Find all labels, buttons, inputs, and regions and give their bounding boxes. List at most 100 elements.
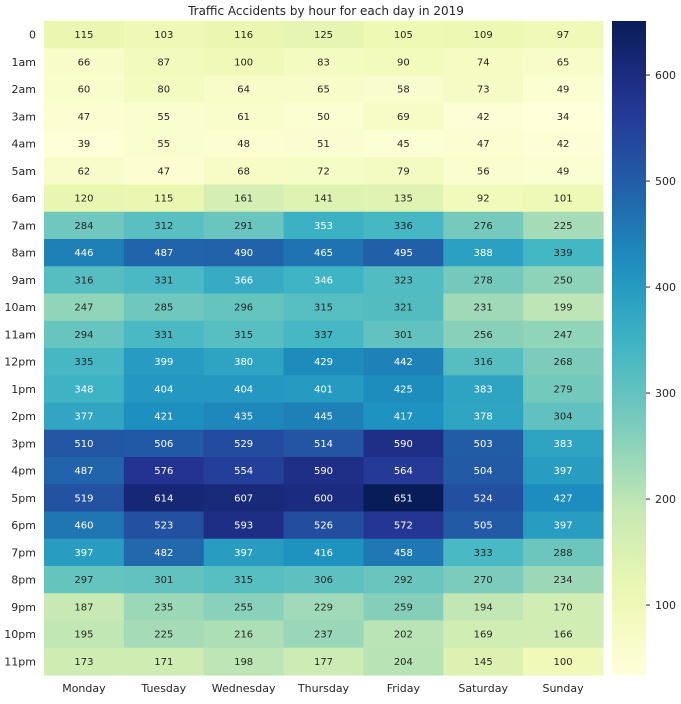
heatmap-cell: [44, 429, 125, 458]
heatmap-cell: [44, 538, 125, 567]
heatmap-cell: [363, 429, 444, 458]
cell-value-label: 301: [394, 330, 413, 341]
cell-value-label: 177: [314, 657, 333, 668]
cell-value-label: 333: [474, 548, 493, 559]
heatmap-cell: [283, 647, 365, 676]
cell-value-label: 171: [154, 657, 173, 668]
cell-value-label: 90: [397, 57, 410, 68]
cell-value-label: 216: [234, 630, 253, 641]
heatmap-cell: [523, 239, 604, 267]
cell-value-label: 348: [74, 384, 93, 395]
heatmap-cell: [283, 48, 365, 77]
column-label: Saturday: [458, 682, 508, 695]
cell-value-label: 270: [474, 575, 493, 586]
cell-value-label: 97: [557, 30, 570, 41]
heatmap-cell: [363, 239, 444, 267]
cell-value-label: 62: [78, 166, 91, 177]
cell-value-label: 56: [477, 166, 490, 177]
cell-value-label: 490: [234, 248, 253, 259]
heatmap-cell: [443, 184, 524, 213]
cell-value-label: 47: [477, 139, 490, 150]
row-label: 11am: [5, 328, 36, 341]
cell-value-label: 383: [474, 384, 493, 395]
row-label: 2am: [12, 83, 36, 96]
cell-value-label: 120: [74, 194, 93, 205]
heatmap-cell: [123, 538, 205, 567]
cell-value-label: 600: [314, 493, 333, 504]
cell-value-label: 331: [154, 275, 173, 286]
heatmap-cell: [363, 75, 444, 104]
cell-value-label: 64: [237, 85, 250, 96]
cell-value-label: 278: [474, 275, 493, 286]
heatmap-cell: [283, 21, 365, 49]
cell-value-label: 435: [234, 412, 253, 423]
cell-value-label: 487: [74, 466, 93, 477]
cell-value-label: 614: [154, 493, 173, 504]
heatmap-cells: 115 103 116 125 105 109 97 66 87 100 83 90 74 65 60 80 6…: [44, 21, 604, 676]
cell-value-label: 397: [74, 548, 93, 559]
heatmap-cell: [123, 620, 205, 649]
cell-value-label: 503: [474, 439, 493, 450]
heatmap-cell: [123, 348, 205, 376]
heatmap-cell: [523, 211, 604, 240]
cell-value-label: 100: [554, 657, 573, 668]
cell-value-label: 316: [74, 275, 93, 286]
cell-value-label: 65: [557, 57, 570, 68]
row-label: 9pm: [11, 601, 36, 614]
row-label: 6am: [12, 192, 36, 205]
cell-value-label: 337: [314, 330, 333, 341]
heatmap-cell: [443, 429, 524, 458]
cell-value-label: 306: [314, 575, 333, 586]
cell-value-label: 39: [78, 139, 91, 150]
heatmap-cell: [523, 620, 604, 649]
heatmap-cell: [523, 647, 604, 676]
colorbar-tick-label: 500: [655, 175, 676, 188]
heatmap-cell: [123, 375, 205, 404]
heatmap-cell: [44, 620, 125, 649]
colorbar-gradient: [612, 21, 646, 675]
cell-value-label: 173: [74, 657, 93, 668]
cell-value-label: 51: [317, 139, 330, 150]
cell-value-label: 109: [474, 30, 493, 41]
cell-value-label: 74: [477, 57, 490, 68]
heatmap-cell: [443, 266, 524, 295]
heatmap-cell: [123, 429, 205, 458]
cell-value-label: 321: [394, 303, 413, 314]
heatmap-cell: [443, 320, 524, 349]
cell-value-label: 465: [314, 248, 333, 259]
heatmap-cell: [523, 320, 604, 349]
cell-value-label: 404: [154, 384, 173, 395]
heatmap-cell: [523, 266, 604, 295]
heatmap-cell: [44, 402, 125, 431]
cell-value-label: 482: [154, 548, 173, 559]
cell-value-label: 397: [234, 548, 253, 559]
cell-value-label: 339: [554, 248, 573, 259]
cell-value-label: 285: [154, 303, 173, 314]
cell-value-label: 336: [394, 221, 413, 232]
cell-value-label: 79: [397, 166, 410, 177]
heatmap-cell: [203, 538, 285, 567]
heatmap-cell: [44, 647, 125, 676]
cell-value-label: 141: [314, 194, 333, 205]
row-label: 6pm: [11, 519, 36, 532]
cell-value-label: 170: [554, 602, 573, 613]
cell-value-label: 187: [74, 602, 93, 613]
cell-value-label: 247: [554, 330, 573, 341]
heatmap-cell: [523, 21, 604, 49]
row-label: 8pm: [11, 574, 36, 587]
heatmap-cell: [443, 538, 524, 567]
cell-value-label: 161: [234, 194, 253, 205]
row-label: 8am: [12, 247, 36, 260]
cell-value-label: 115: [154, 194, 173, 205]
heatmap-cell: [443, 239, 524, 267]
cell-value-label: 593: [234, 521, 253, 532]
cell-value-label: 80: [157, 85, 170, 96]
heatmap-cell: [363, 566, 444, 594]
heatmap-cell: [443, 102, 524, 131]
cell-value-label: 47: [157, 166, 170, 177]
chart-title: Traffic Accidents by hour for each day i…: [187, 4, 464, 18]
heatmap-cell: [363, 402, 444, 431]
cell-value-label: 47: [78, 112, 91, 123]
heatmap-cell: [363, 375, 444, 404]
heatmap-cell: [283, 239, 365, 267]
